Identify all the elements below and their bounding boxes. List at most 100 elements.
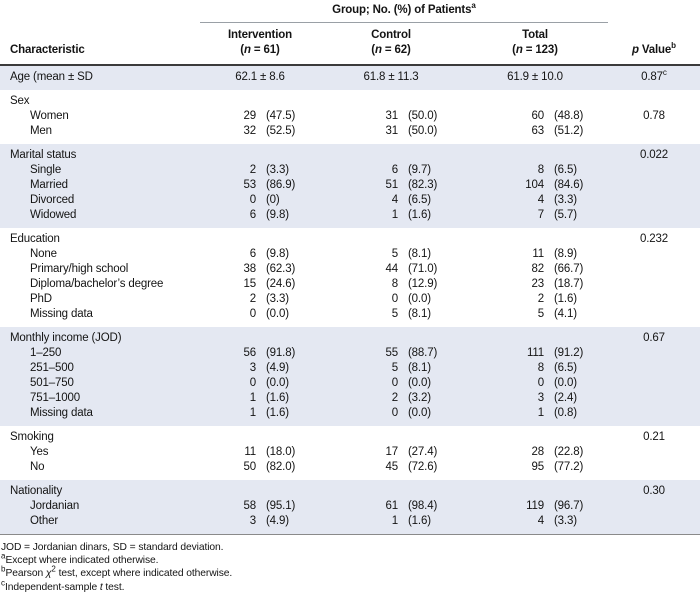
count-cell: 0 bbox=[249, 308, 256, 320]
table-row: Single 2 (3.3) 6 (9.7) 8 (6.5) bbox=[0, 163, 700, 178]
count-cell: 119 bbox=[526, 500, 544, 512]
text-segment: b bbox=[671, 41, 677, 51]
count-cell: 1 bbox=[249, 392, 256, 404]
text-segment: Group; No. (%) of Patients bbox=[332, 4, 472, 16]
p-value-cell bbox=[608, 514, 700, 529]
table-row: 251–500 3 (4.9) 5 (8.1) 8 (6.5) bbox=[0, 361, 700, 376]
count-cell: 11 bbox=[244, 446, 256, 458]
row-label: Education bbox=[10, 233, 60, 245]
p-value-cell bbox=[608, 406, 700, 421]
text-segment: ( bbox=[240, 44, 244, 56]
percent-cell: (91.2) bbox=[554, 347, 584, 359]
percent-cell: (1.6) bbox=[266, 407, 289, 419]
count-cell: 8 bbox=[391, 278, 398, 290]
percent-cell: (88.7) bbox=[408, 347, 438, 359]
text-segment: a bbox=[1, 551, 6, 561]
percent-cell: (12.9) bbox=[408, 278, 438, 290]
group-n: (n = 123) bbox=[462, 43, 608, 58]
count-cell: 2 bbox=[537, 293, 544, 305]
count-cell: 8 bbox=[537, 362, 544, 374]
row-label: Missing data bbox=[30, 407, 93, 419]
p-value: 0.21 bbox=[643, 431, 665, 443]
count-cell: 7 bbox=[537, 209, 544, 221]
text-segment: ( bbox=[371, 44, 375, 56]
p-value-cell bbox=[608, 94, 700, 109]
percent-cell: (0) bbox=[266, 194, 280, 206]
percent-cell: (3.3) bbox=[266, 164, 289, 176]
count-cell: 8 bbox=[537, 164, 544, 176]
p-value-cell: 0.67 bbox=[608, 331, 700, 346]
table-body: Age (mean ± SD 62.1 ± 8.6 61.8 ± 11.3 61.9 … bbox=[0, 66, 700, 535]
count-cell: 28 bbox=[531, 446, 545, 458]
p-footnote-marker: c bbox=[662, 68, 667, 78]
percent-cell: (48.8) bbox=[554, 110, 584, 122]
percent-cell: (98.4) bbox=[408, 500, 438, 512]
table-row: Smoking 0.21 bbox=[0, 430, 700, 445]
count-cell: 63 bbox=[531, 125, 545, 137]
row-label: Nationality bbox=[10, 485, 63, 497]
spanner-row: Group; No. (%) of Patientsa bbox=[0, 2, 700, 23]
count-cell: 2 bbox=[249, 164, 256, 176]
count-cell: 1 bbox=[537, 407, 544, 419]
row-label: Men bbox=[30, 125, 52, 137]
table-row: Yes 11 (18.0) 17 (27.4) 28 (22.8) bbox=[0, 445, 700, 460]
row-label: Divorced bbox=[30, 194, 75, 206]
p-value-cell bbox=[608, 277, 700, 292]
table-section: Marital status 0.022 Single 2 (3.3) 6 (9.7) 8 (6… bbox=[0, 144, 700, 228]
count-cell: 0 bbox=[537, 377, 544, 389]
text-segment: p bbox=[631, 44, 639, 56]
percent-cell: (77.2) bbox=[554, 461, 584, 473]
p-value-cell bbox=[608, 346, 700, 361]
count-cell: 0 bbox=[391, 377, 398, 389]
count-cell: 0 bbox=[391, 407, 398, 419]
p-value: 0.022 bbox=[639, 149, 669, 161]
percent-cell: (0.0) bbox=[266, 377, 289, 389]
table-section: Nationality 0.30 Jordanian 58 (95.1) 61 (98.4)… bbox=[0, 480, 700, 534]
text-segment: test. bbox=[102, 581, 125, 593]
row-label: Jordanian bbox=[30, 500, 80, 512]
row-label: 501–750 bbox=[30, 377, 74, 389]
percent-cell: (0.0) bbox=[408, 407, 431, 419]
table-section: Smoking 0.21 Yes 11 (18.0) 17 (27.4) 28 (22.8) No… bbox=[0, 426, 700, 480]
mean-value-cell: 62.1 ± 8.6 bbox=[235, 71, 285, 83]
percent-cell: (71.0) bbox=[408, 263, 438, 275]
percent-cell: (4.1) bbox=[554, 308, 577, 320]
percent-cell: (0.0) bbox=[554, 377, 577, 389]
percent-cell: (18.7) bbox=[554, 278, 584, 290]
table-section: Monthly income (JOD) 0.67 1–250 56 (91.8) 55 (… bbox=[0, 327, 700, 426]
row-label: 751–1000 bbox=[30, 392, 80, 404]
table-section: Education 0.232 None 6 (9.8) 5 (8.1) 11 (8.9) Pri… bbox=[0, 228, 700, 327]
count-cell: 15 bbox=[243, 278, 257, 290]
percent-cell: (18.0) bbox=[266, 446, 296, 458]
row-label: Smoking bbox=[10, 431, 54, 443]
percent-cell: (6.5) bbox=[408, 194, 431, 206]
row-label: PhD bbox=[30, 293, 52, 305]
text-segment: test, except where indicated otherwise. bbox=[55, 568, 233, 580]
table-row: Primary/high school 38 (62.3) 44 (71.0) 82 (66… bbox=[0, 262, 700, 277]
row-label: Missing data bbox=[30, 308, 93, 320]
p-value-cell: 0.21 bbox=[608, 430, 700, 445]
empty-cells bbox=[200, 484, 608, 499]
table-row: Other 3 (4.9) 1 (1.6) 4 (3.3) bbox=[0, 514, 700, 529]
p-value-cell bbox=[608, 391, 700, 406]
count-cell: 45 bbox=[385, 461, 399, 473]
percent-cell: (22.8) bbox=[554, 446, 584, 458]
footnote-line: bPearson χ2 test, except where indicated… bbox=[1, 565, 700, 580]
row-label: Single bbox=[30, 164, 62, 176]
percent-cell: (0.8) bbox=[554, 407, 577, 419]
count-cell: 0 bbox=[391, 293, 398, 305]
mean-value-cell: 61.9 ± 10.0 bbox=[507, 71, 563, 83]
percent-cell: (95.1) bbox=[266, 500, 296, 512]
p-value-cell bbox=[608, 163, 700, 178]
row-label: Primary/high school bbox=[30, 263, 129, 275]
count-cell: 1 bbox=[391, 209, 398, 221]
table-row: Missing data 1 (1.6) 0 (0.0) 1 (0.8) bbox=[0, 406, 700, 421]
percent-cell: (8.1) bbox=[408, 362, 431, 374]
count-cell: 5 bbox=[391, 308, 398, 320]
text-segment: = 123) bbox=[522, 44, 558, 56]
table-row: Married 53 (86.9) 51 (82.3) 104 (84.6) bbox=[0, 178, 700, 193]
percent-cell: (2.4) bbox=[554, 392, 577, 404]
p-value-cell bbox=[608, 247, 700, 262]
count-cell: 95 bbox=[531, 461, 545, 473]
